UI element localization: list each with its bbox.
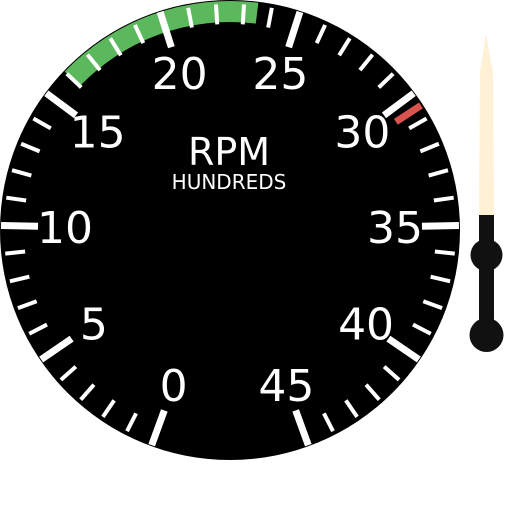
numeral-30: 30: [334, 107, 390, 158]
gauge-subtitle: HUNDREDS: [172, 170, 287, 194]
minor-tick: [322, 412, 335, 433]
minor-tick: [6, 195, 27, 203]
minor-tick: [32, 116, 52, 131]
major-tick: [381, 90, 416, 119]
needle-shaft: [479, 215, 494, 330]
numeral-15: 15: [70, 107, 126, 158]
numeral-20: 20: [152, 49, 208, 100]
major-tick: [421, 222, 460, 230]
minor-tick: [419, 141, 440, 154]
major-tick: [292, 409, 312, 447]
tick-marks: [0, 4, 460, 447]
minor-tick: [11, 168, 32, 178]
major-tick: [285, 10, 304, 49]
numeral-5: 5: [80, 299, 108, 350]
green-arc: [64, 0, 259, 87]
numeral-35: 35: [367, 203, 423, 254]
minor-tick: [434, 249, 455, 256]
minor-tick: [430, 274, 451, 284]
minor-tick: [85, 53, 102, 72]
red-line-layer: [393, 102, 423, 125]
minor-tick: [240, 4, 247, 25]
minor-tick: [358, 53, 375, 72]
minor-tick: [108, 37, 123, 57]
green-arc-layer: [64, 0, 259, 87]
minor-tick: [5, 249, 26, 256]
minor-tick: [9, 274, 30, 284]
gauge-title: RPM: [188, 130, 270, 174]
minor-tick: [125, 412, 138, 433]
numeral-0: 0: [160, 361, 188, 412]
minor-tick: [344, 399, 359, 418]
minor-tick: [133, 24, 146, 44]
needle-hub-upper: [470, 239, 503, 271]
minor-tick: [364, 383, 381, 402]
major-tick: [386, 335, 421, 363]
minor-tick: [186, 7, 194, 28]
minor-tick: [20, 141, 41, 154]
numeral-25: 25: [252, 49, 308, 100]
minor-tick: [377, 72, 395, 89]
minor-tick: [428, 168, 449, 178]
numeral-40: 40: [338, 299, 394, 350]
minor-tick: [59, 365, 78, 382]
needle[interactable]: [469, 34, 504, 352]
numeral-45: 45: [258, 361, 314, 412]
needle-hub-lower: [469, 318, 504, 352]
gauge-dial: [0, 0, 460, 460]
minor-tick: [382, 365, 401, 382]
minor-tick: [65, 72, 83, 89]
needle-tip: [479, 34, 494, 215]
minor-tick: [79, 383, 96, 402]
minor-tick: [101, 399, 116, 418]
minor-tick: [28, 322, 48, 336]
major-tick: [0, 222, 39, 230]
minor-tick: [213, 4, 220, 25]
minor-tick: [433, 195, 454, 203]
numeral-10: 10: [37, 203, 93, 254]
major-tick: [148, 409, 168, 447]
minor-tick: [412, 322, 432, 336]
minor-tick: [422, 299, 443, 310]
minor-tick: [266, 7, 274, 28]
numerals: 0 5 10 15 20 25 30 35 40 45: [37, 49, 423, 412]
major-tick: [39, 335, 74, 363]
major-tick: [44, 90, 79, 119]
minor-tick: [337, 37, 352, 57]
major-tick: [156, 10, 175, 49]
minor-tick: [17, 299, 38, 310]
minor-tick: [408, 116, 428, 131]
redline-mark: [393, 102, 423, 125]
minor-tick: [314, 24, 327, 44]
